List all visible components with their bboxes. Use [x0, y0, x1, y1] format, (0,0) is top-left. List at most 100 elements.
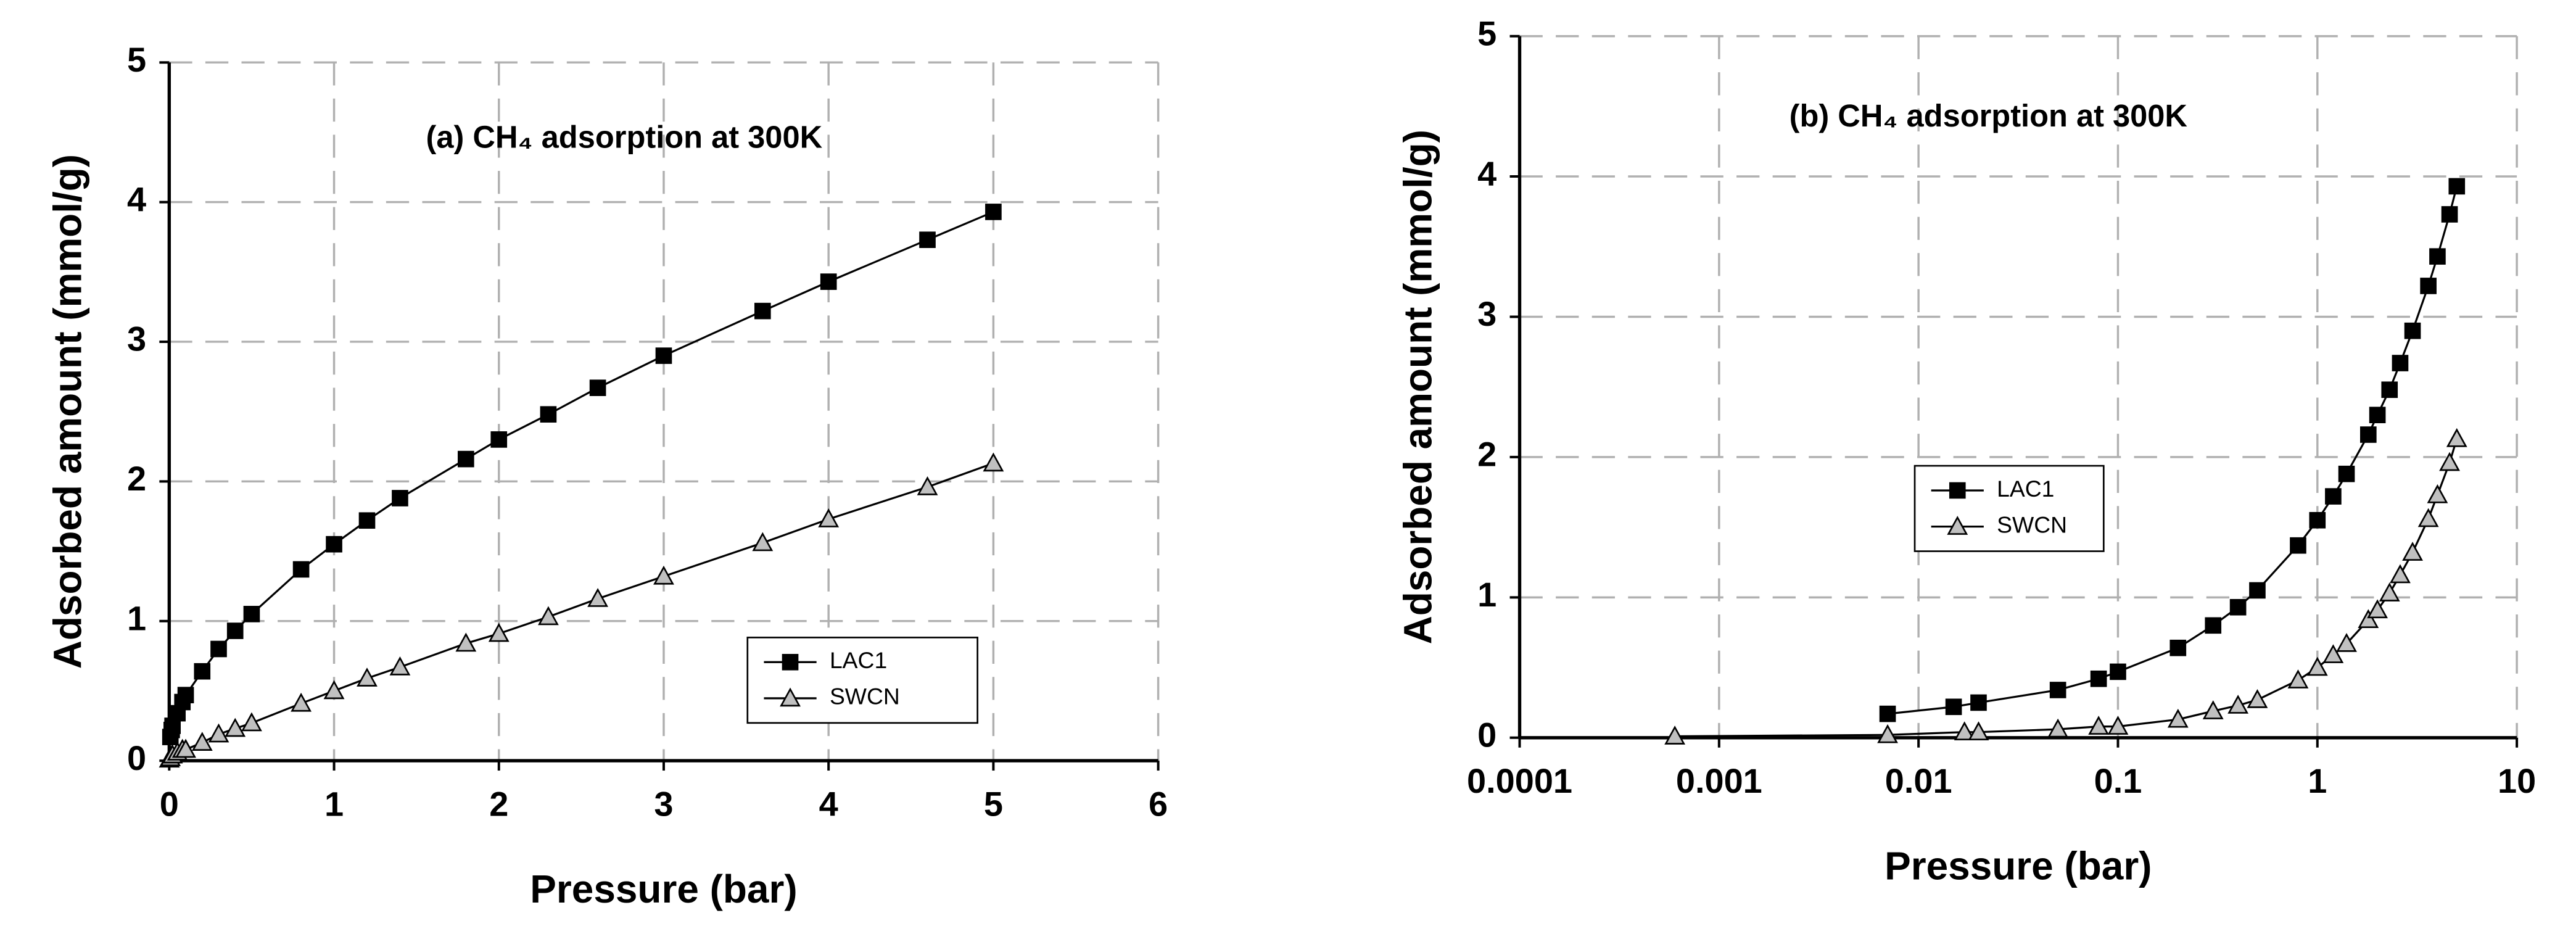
marker-triangle [587, 588, 608, 607]
marker-triangle [225, 717, 246, 737]
marker-triangle [983, 452, 1004, 472]
x-tick-label: 1 [324, 784, 344, 823]
marker-triangle [488, 622, 510, 642]
marker-triangle [2358, 609, 2379, 629]
marker-triangle [191, 732, 213, 751]
marker-triangle [538, 606, 559, 626]
marker-triangle [2446, 428, 2467, 447]
marker-triangle [2417, 508, 2439, 527]
marker-triangle [2367, 599, 2388, 619]
legend-label: LAC1 [830, 647, 887, 673]
marker-square [326, 535, 342, 553]
marker-square [2169, 639, 2187, 656]
y-tick-label: 1 [127, 598, 146, 637]
legend: LAC1 SWCN [746, 637, 978, 724]
x-tick-label: 10 [2498, 761, 2536, 800]
legend-label: LAC1 [1997, 476, 2054, 502]
x-tick-label: 0.1 [2094, 761, 2142, 800]
marker-triangle [291, 692, 312, 712]
marker-square [2205, 617, 2222, 634]
marker-square [243, 606, 260, 622]
marker-square [2325, 488, 2342, 505]
y-tick-label: 1 [1477, 575, 1496, 614]
marker-triangle [818, 508, 840, 527]
marker-triangle [2336, 632, 2357, 652]
x-tick-label: 0 [160, 784, 179, 823]
marker-triangle [1877, 724, 1898, 743]
legend-label: SWCN [1997, 511, 2067, 537]
marker-triangle [2427, 484, 2448, 503]
legend-box [1913, 465, 2105, 552]
legend-label: SWCN [830, 684, 900, 709]
y-tick-label: 5 [127, 40, 146, 79]
marker-triangle [175, 738, 196, 758]
marker-triangle [389, 656, 411, 676]
marker-square [2049, 682, 2066, 698]
marker-square [540, 406, 557, 423]
x-tick-label: 6 [1149, 784, 1168, 823]
y-axis-label: Adsorbed amount (mmol/g) [1396, 130, 1440, 644]
marker-square [194, 663, 211, 680]
marker-square [2090, 670, 2107, 687]
marker-square [589, 379, 606, 396]
x-tick-label: 0.01 [1885, 761, 1952, 800]
x-tick-label: 2 [489, 784, 508, 823]
marker-square [177, 687, 194, 703]
marker-triangle [2047, 718, 2069, 738]
marker-triangle [2167, 708, 2189, 728]
x-tick-label: 4 [819, 784, 838, 823]
marker-square [2360, 426, 2377, 443]
marker-triangle [2287, 669, 2309, 688]
marker-square [2404, 322, 2421, 339]
y-tick-label: 2 [127, 459, 146, 498]
y-tick-label: 3 [127, 320, 146, 358]
marker-triangle [2322, 644, 2344, 663]
marker-square [392, 490, 408, 506]
marker-triangle [2306, 656, 2328, 676]
marker-triangle [241, 712, 262, 732]
marker-square [754, 302, 771, 320]
x-tick-label: 1 [2308, 761, 2327, 800]
marker-triangle [2227, 695, 2249, 714]
marker-triangle [357, 668, 378, 687]
y-axis-label: Adsorbed amount (mmol/g) [45, 154, 89, 669]
chart-title: (b) CH₄ adsorption at 300K [1790, 98, 2188, 133]
marker-triangle [455, 632, 477, 652]
marker-square [2290, 537, 2306, 554]
y-tick-label: 3 [1477, 294, 1496, 333]
y-tick-label: 0 [1477, 716, 1496, 754]
y-tick-label: 4 [127, 180, 146, 218]
marker-square [2249, 582, 2266, 599]
marker-square [358, 512, 376, 529]
marker-triangle [2088, 716, 2110, 735]
marker-square [2309, 511, 2326, 529]
marker-square [2110, 663, 2126, 680]
marker-square [1970, 694, 1987, 711]
marker-triangle [780, 687, 801, 707]
marker-square [1949, 482, 1966, 499]
marker-square [820, 273, 837, 290]
marker-triangle [1968, 721, 1989, 741]
marker-square [2429, 248, 2446, 265]
marker-triangle [2439, 452, 2460, 471]
marker-square [2229, 598, 2247, 616]
marker-square [226, 622, 244, 639]
marker-triangle [2247, 688, 2268, 708]
marker-triangle [752, 532, 774, 552]
marker-square [1879, 705, 1896, 722]
marker-square [2441, 206, 2458, 223]
marker-triangle [2390, 564, 2411, 584]
x-axis-label: Pressure (bar) [530, 867, 797, 911]
marker-square [919, 231, 936, 249]
marker-triangle [1947, 516, 1968, 535]
marker-square [458, 450, 474, 468]
marker-triangle [2107, 716, 2129, 735]
marker-triangle [917, 476, 938, 495]
y-tick-label: 4 [1477, 154, 1496, 193]
marker-triangle [208, 723, 229, 743]
marker-triangle [2379, 582, 2400, 601]
marker-square [782, 653, 799, 671]
marker-square [2369, 407, 2386, 423]
y-tick-label: 5 [1477, 14, 1496, 52]
